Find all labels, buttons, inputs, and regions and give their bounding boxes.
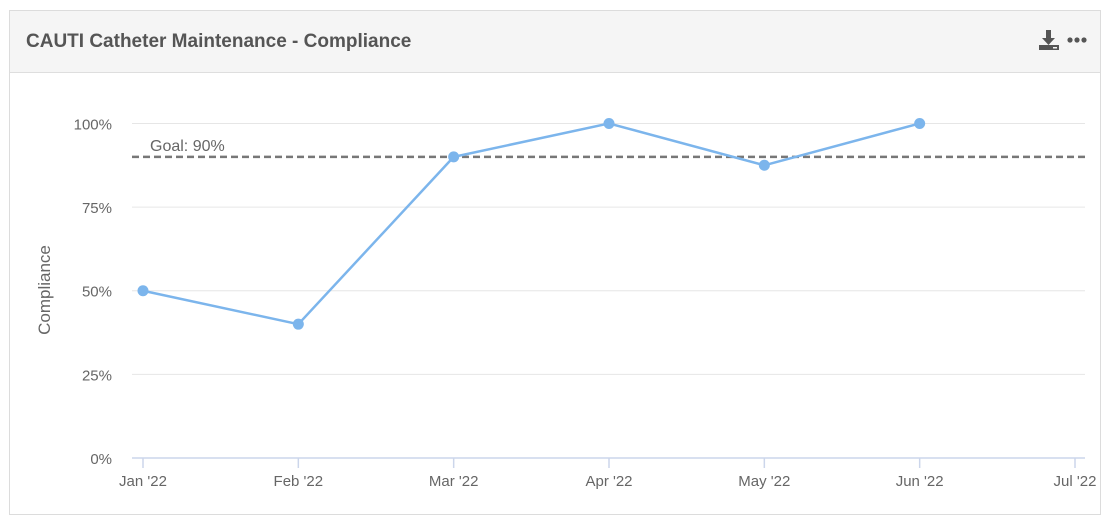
panel-header: CAUTI Catheter Maintenance - Compliance [10, 11, 1100, 73]
grid-lines [132, 122, 1085, 459]
data-point[interactable] [292, 318, 304, 330]
goal-line-group: Goal: 90% [132, 138, 1085, 159]
data-point[interactable] [137, 285, 149, 297]
more-options-icon[interactable] [1066, 29, 1088, 51]
x-tick-label: Apr '22 [585, 473, 632, 490]
chart-panel: CAUTI Catheter Maintenance - Compliance [9, 10, 1101, 515]
x-tick-label: Jan '22 [119, 473, 167, 490]
panel-title: CAUTI Catheter Maintenance - Compliance [26, 31, 412, 52]
y-tick-label: 0% [90, 451, 112, 468]
download-icon[interactable] [1038, 29, 1060, 51]
series-compliance [137, 117, 926, 330]
y-tick-label: 100% [74, 116, 112, 133]
x-axis: Jan '22 Feb '22 Mar '22 Apr '22 May '22 Jun '… [119, 457, 1097, 490]
data-point[interactable] [603, 117, 615, 129]
y-tick-label: 50% [82, 284, 112, 301]
data-point[interactable] [758, 159, 770, 171]
header-actions [1038, 29, 1088, 51]
x-tick-label: Jul '22 [1054, 473, 1097, 490]
x-tick-label: Mar '22 [429, 473, 479, 490]
series-line [142, 122, 920, 326]
y-tick-label: 75% [82, 200, 112, 217]
goal-label: Goal: 90% [150, 138, 225, 155]
data-point[interactable] [448, 151, 460, 163]
x-tick-label: Feb '22 [274, 473, 324, 490]
y-tick-label: 25% [82, 367, 112, 384]
y-axis-label: Compliance [35, 245, 54, 335]
x-tick-label: Jun '22 [896, 473, 944, 490]
y-axis-ticks: 0% 25% 50% 75% 100% [74, 116, 112, 468]
x-tick-label: May '22 [738, 473, 790, 490]
data-point[interactable] [914, 117, 926, 129]
